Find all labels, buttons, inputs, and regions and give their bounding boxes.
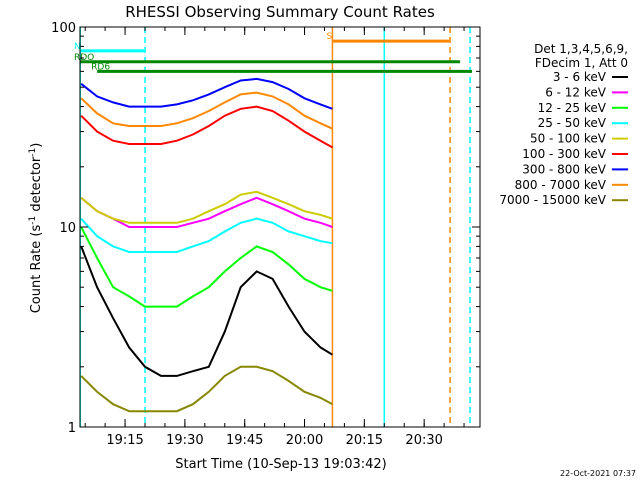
y-tick-label-2: 100	[51, 21, 76, 36]
series-line-7	[80, 91, 333, 130]
legend-label-7: 800 - 7000 keV	[515, 178, 607, 192]
series-line-4	[80, 190, 333, 224]
ylabel-mid: detector	[29, 156, 44, 216]
series-line-0	[80, 246, 333, 377]
legend-label-4: 50 - 100 keV	[530, 132, 607, 146]
series-line-3	[80, 217, 333, 253]
svg-text:Count Rate (s-1 detector-1): Count Rate (s-1 detector-1)	[28, 143, 44, 314]
legend-label-3: 25 - 50 keV	[538, 116, 607, 130]
x-tick-label-4: 20:15	[346, 433, 383, 448]
y-axis-label: Count Rate (s-1 detector-1)	[28, 143, 44, 314]
legend-label-2: 12 - 25 keV	[538, 101, 607, 115]
flag-label-1: RD6	[91, 62, 110, 72]
flag-label-3: S	[326, 32, 332, 42]
ylabel-end: )	[29, 143, 44, 148]
footer-timestamp: 22-Oct-2021 07:37	[560, 469, 636, 478]
x-axis-label: Start Time (10-Sep-13 19:03:42)	[175, 457, 386, 472]
x-tick-label-1: 19:30	[166, 433, 203, 448]
flag-label-0: RDO	[74, 53, 94, 63]
legend-label-1: 6 - 12 keV	[545, 85, 607, 99]
legend: Det 1,3,4,5,6,9,FDecim 1, Att 03 - 6 keV…	[499, 42, 628, 207]
series-line-5	[80, 105, 333, 149]
legend-label-6: 300 - 800 keV	[522, 162, 606, 176]
ylabel-sup: -1	[28, 216, 38, 225]
x-tick-label-5: 20:30	[405, 433, 442, 448]
legend-label-5: 100 - 300 keV	[522, 147, 606, 161]
series-line-1	[80, 196, 333, 228]
legend-label-0: 3 - 6 keV	[553, 70, 607, 84]
axes-group: 1 10 100 19:15 19:30 19:45 20:00 20:15 20:30	[51, 21, 480, 448]
ylabel-main: Count Rate (s	[29, 225, 44, 314]
series-line-8	[80, 365, 333, 413]
series-line-2	[80, 226, 333, 308]
series-line-6	[80, 77, 333, 110]
x-tick-label-3: 20:00	[286, 433, 323, 448]
y-tick-label-0: 1	[68, 421, 76, 436]
legend-header-1: FDecim 1, Att 0	[535, 56, 628, 70]
x-tick-label-0: 19:15	[106, 433, 143, 448]
legend-label-8: 7000 - 15000 keV	[499, 193, 606, 207]
x-tick-label-2: 19:45	[226, 433, 263, 448]
legend-header-0: Det 1,3,4,5,6,9,	[534, 42, 628, 56]
y-tick-label-1: 10	[59, 221, 76, 236]
ylabel-sup2: -1	[28, 148, 38, 157]
chart-title: RHESSI Observing Summary Count Rates	[125, 3, 435, 21]
flag-label-2: N	[74, 42, 81, 52]
